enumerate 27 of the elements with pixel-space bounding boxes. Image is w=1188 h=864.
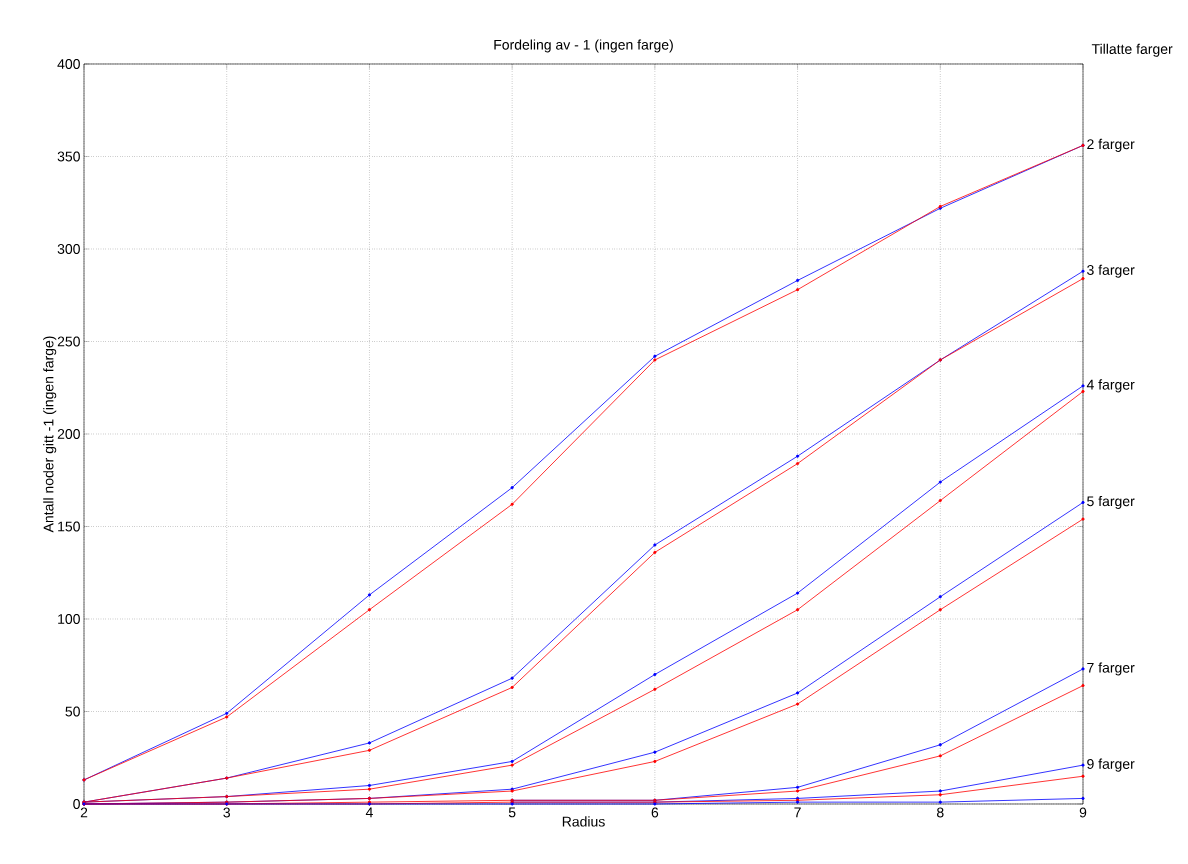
x-tick-label: 7 bbox=[794, 807, 801, 818]
x-tick-label: 6 bbox=[651, 807, 659, 818]
y-tick-label: 200 bbox=[57, 429, 80, 439]
x-axis-title: Radius bbox=[562, 816, 605, 827]
chart-title: Fordeling av - 1 (ingen farge) bbox=[494, 39, 673, 53]
series-label: 7 farger bbox=[1087, 662, 1135, 676]
series-label: 3 farger bbox=[1087, 264, 1135, 278]
x-tick-label: 8 bbox=[937, 807, 944, 818]
y-tick-label: 400 bbox=[57, 59, 80, 69]
series-label: 5 farger bbox=[1087, 495, 1135, 509]
y-tick-label: 150 bbox=[58, 521, 80, 532]
series-label: 9 farger bbox=[1087, 758, 1135, 772]
series-label: 4 farger bbox=[1086, 379, 1135, 393]
y-tick-label: 50 bbox=[65, 706, 80, 717]
y-tick-label: 0 bbox=[73, 799, 80, 809]
y-tick-label: 350 bbox=[57, 151, 80, 162]
y-tick-label: 250 bbox=[57, 336, 80, 347]
y-tick-label: 100 bbox=[58, 614, 80, 624]
x-tick-label: 5 bbox=[508, 807, 516, 818]
text: Tillatte farger bbox=[1091, 43, 1173, 57]
x-tick-label: 4 bbox=[365, 807, 373, 818]
series-label: 2 farger bbox=[1087, 138, 1135, 152]
y-tick-label: 300 bbox=[57, 244, 80, 254]
x-tick-label: 2 bbox=[80, 807, 88, 818]
x-tick-label: 9 bbox=[1079, 807, 1087, 818]
y-axis-title: Antall noder gitt -1 (ingen farge) bbox=[43, 336, 57, 533]
x-tick-label: 3 bbox=[223, 807, 230, 818]
